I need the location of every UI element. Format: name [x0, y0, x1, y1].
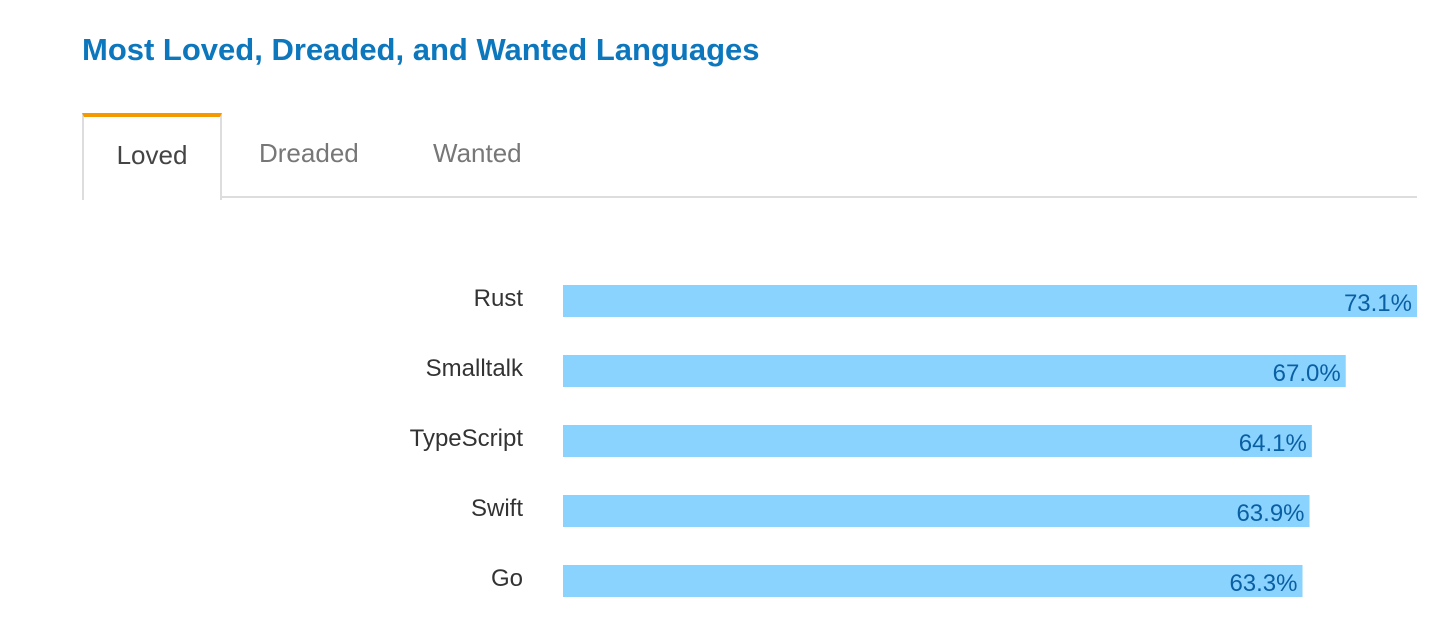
bar-typescript — [563, 425, 1312, 457]
page-title: Most Loved, Dreaded, and Wanted Language… — [82, 32, 760, 67]
value-label: 63.9% — [1236, 500, 1304, 527]
tab-bar: Loved Dreaded Wanted — [82, 113, 1417, 200]
bar-go — [563, 565, 1303, 597]
value-label: 73.1% — [1344, 290, 1412, 317]
category-label: Smalltalk — [426, 355, 524, 382]
category-label: Rust — [474, 285, 524, 312]
tab-dreaded[interactable]: Dreaded — [259, 138, 359, 168]
bar-swift — [563, 495, 1310, 527]
bar-rust — [563, 285, 1417, 317]
tab-wanted[interactable]: Wanted — [433, 138, 522, 168]
category-label: TypeScript — [410, 425, 524, 452]
category-label: Swift — [471, 495, 523, 522]
tab-loved[interactable]: Loved — [82, 113, 222, 200]
value-label: 67.0% — [1273, 360, 1341, 387]
bar-smalltalk — [563, 355, 1346, 387]
value-label: 64.1% — [1239, 430, 1307, 457]
value-label: 63.3% — [1229, 570, 1297, 597]
category-label: Go — [491, 565, 523, 592]
